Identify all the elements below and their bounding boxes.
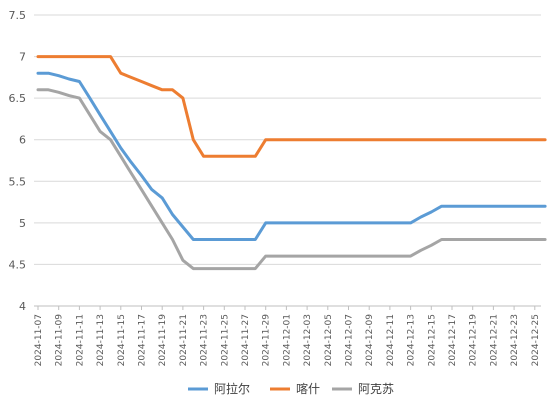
legend-label: 阿克苏 [358, 382, 394, 396]
x-axis: 2024-11-07 2024-11-09 2024-11-11 2024-11-13… [34, 306, 541, 366]
y-tick-label: 6.5 [9, 92, 27, 105]
x-tick-label: 2024-12-11 [386, 314, 396, 366]
legend-label: 喀什 [296, 382, 320, 396]
x-tick-label: 2024-11-09 [55, 314, 65, 367]
x-tick-label: 2024-11-19 [158, 314, 168, 367]
legend-item: 阿拉尔 [188, 381, 250, 396]
y-axis: 4 4.5 5 5.5 6 6.5 7 7.5 [9, 9, 27, 313]
series-line-3 [36, 88, 547, 271]
x-tick-label: 2024-11-29 [262, 314, 272, 367]
x-tick-label: 2024-11-11 [75, 314, 85, 366]
x-tick-label: 2024-12-23 [510, 314, 520, 366]
legend-item: 喀什 [270, 382, 320, 396]
x-tick-label: 2024-12-05 [324, 314, 334, 366]
x-tick-label: 2024-11-07 [34, 314, 44, 366]
legend: 阿拉尔 喀什 阿克苏 [188, 381, 394, 396]
x-tick-label: 2024-12-19 [469, 314, 479, 367]
y-tick-label: 7.5 [9, 9, 27, 22]
x-tick-label: 2024-12-15 [427, 314, 437, 366]
x-tick-label: 2024-11-13 [96, 314, 106, 366]
x-tick-label: 2024-11-27 [241, 314, 251, 366]
x-tick-label: 2024-11-25 [220, 314, 230, 366]
series-lines [36, 55, 547, 271]
x-tick-label: 2024-12-07 [345, 314, 355, 366]
x-tick-label: 2024-12-09 [365, 314, 375, 367]
x-tick-label: 2024-11-21 [179, 314, 189, 366]
y-tick-label: 4 [19, 300, 26, 313]
y-tick-label: 5 [19, 217, 26, 230]
x-tick-label: 2024-12-03 [303, 314, 313, 366]
x-tick-label: 2024-11-23 [200, 314, 210, 366]
x-tick-label: 2024-11-17 [138, 314, 148, 366]
y-tick-label: 7 [19, 51, 26, 64]
x-tick-label: 2024-12-25 [531, 314, 541, 366]
y-tick-label: 5.5 [9, 175, 27, 188]
x-tick-label: 2024-11-15 [117, 314, 127, 366]
x-tick-label: 2024-12-13 [407, 314, 417, 366]
y-tick-label: 4.5 [9, 258, 27, 271]
series-line-2 [36, 55, 547, 158]
series-line-1 [36, 71, 547, 241]
y-tick-label: 6 [19, 134, 26, 147]
x-tick-label: 2024-12-17 [448, 314, 458, 366]
x-tick-label: 2024-12-21 [489, 314, 499, 366]
x-tick-label: 2024-12-01 [282, 314, 292, 366]
legend-label: 阿拉尔 [214, 381, 250, 396]
legend-item: 阿克苏 [332, 382, 394, 396]
